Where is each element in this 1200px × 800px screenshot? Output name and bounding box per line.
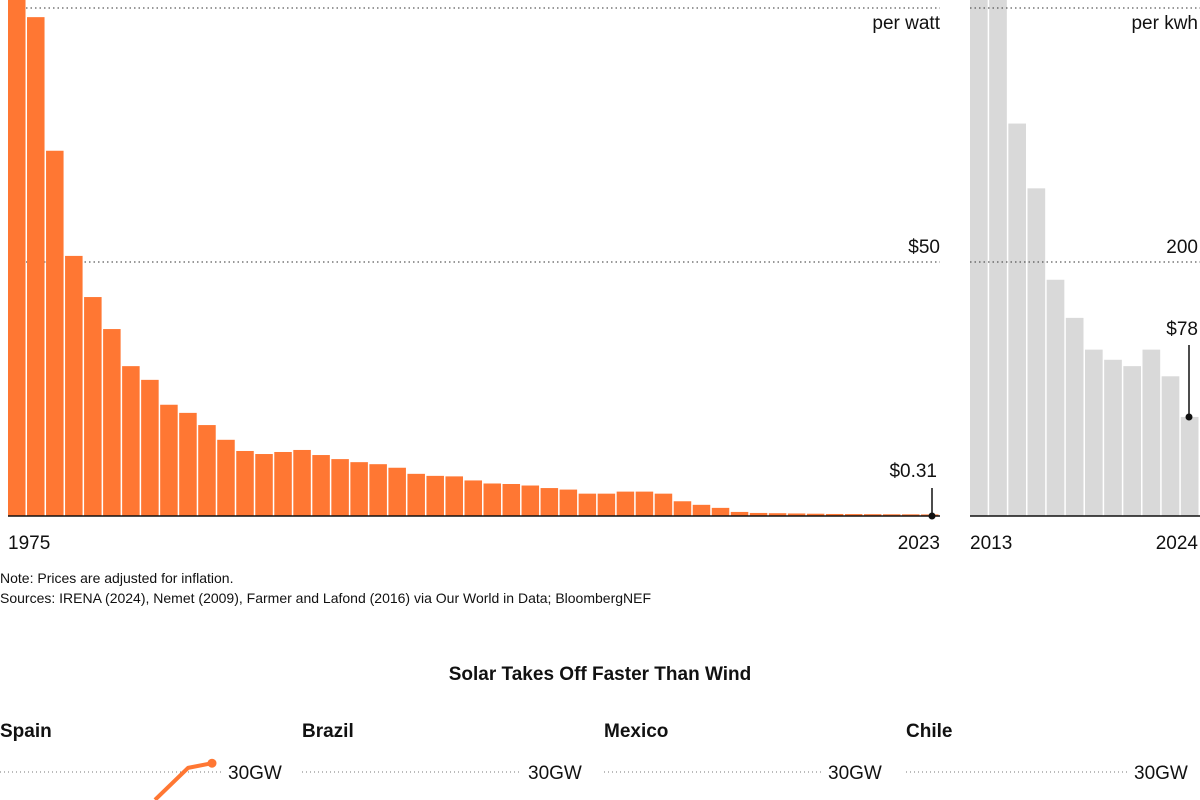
bar-1983: [160, 404, 178, 516]
battery-price-chart: per kwh 200 $78 2013 2024: [970, 0, 1200, 554]
bar-1981: [122, 366, 140, 516]
bar-2019: [844, 514, 863, 516]
bar-2017: [806, 513, 825, 516]
bar-2021: [1123, 366, 1141, 516]
sources-text: Sources: IRENA (2024), Nemet (2009), Far…: [0, 590, 651, 606]
bar-2008: [635, 491, 654, 516]
bar-2022: [901, 514, 920, 516]
bar-1980: [103, 329, 121, 516]
bar-1982: [141, 379, 159, 516]
bar-2016: [1027, 188, 1046, 516]
spain-solar-series: [153, 761, 213, 800]
bar-2015: [768, 513, 787, 516]
bar-2012: [711, 507, 730, 516]
panel-title-spain: Spain: [0, 721, 52, 742]
bar-2013: [970, 0, 988, 516]
y-unit-label: per watt: [872, 13, 940, 34]
bar-2015: [1008, 123, 1026, 516]
bar-1979: [84, 297, 102, 516]
gridline-label: 30GW: [528, 763, 582, 784]
note-text: Note: Prices are adjusted for inflation.: [0, 570, 233, 586]
bar-1995: [388, 467, 406, 516]
panel-title-chile: Chile: [906, 721, 952, 742]
bar-2009: [654, 493, 673, 516]
bar-1975: [8, 0, 26, 516]
bar-1992: [331, 459, 349, 516]
solar-bars: [8, 0, 939, 517]
bar-2014: [989, 0, 1007, 516]
y-unit-label: per kwh: [1131, 13, 1198, 34]
bar-2021: [882, 514, 901, 516]
bar-2013: [730, 511, 749, 516]
bar-1991: [312, 455, 330, 516]
bar-1978: [65, 255, 83, 517]
bar-1996: [407, 473, 425, 516]
bar-1993: [350, 462, 368, 516]
bar-2010: [673, 501, 692, 516]
battery-bars: [970, 0, 1199, 516]
bar-2020: [863, 514, 882, 516]
gridline-label: 30GW: [228, 763, 282, 784]
bar-2000: [483, 483, 502, 516]
bar-2003: [540, 488, 559, 516]
bar-1977: [46, 150, 64, 517]
panel-title-brazil: Brazil: [302, 721, 354, 742]
bar-1988: [255, 454, 273, 516]
annotation-dot: [1185, 413, 1193, 421]
bar-1984: [179, 412, 197, 516]
annotation-label: $0.31: [889, 461, 937, 482]
gridline-label: 30GW: [1134, 763, 1188, 784]
bar-1985: [198, 425, 216, 516]
y-tick-label: $50: [908, 237, 940, 258]
y-tick-label: 200: [1166, 237, 1198, 258]
panel-title-mexico: Mexico: [604, 721, 668, 742]
bar-2022: [1142, 349, 1161, 516]
bar-2018: [1065, 317, 1084, 516]
bar-2020: [1104, 359, 1122, 516]
annotation-label: $78: [1166, 319, 1198, 340]
bar-2023: [1161, 376, 1180, 516]
bar-1989: [274, 451, 292, 516]
x-tick-label: 2013: [970, 533, 1012, 554]
bar-1976: [27, 17, 45, 516]
small-multiples: Spain Brazil Mexico Chile 30GW 30GW 30GW…: [0, 721, 1188, 800]
bar-2001: [502, 483, 521, 516]
x-tick-label: 2024: [1156, 533, 1199, 554]
bar-2014: [749, 512, 768, 516]
solar-price-chart: per watt $50 $0.31 1975 2023: [8, 0, 941, 554]
bar-1998: [445, 476, 463, 516]
bar-1997: [426, 475, 444, 516]
bar-2011: [692, 504, 711, 516]
bar-2007: [616, 491, 635, 516]
bar-2006: [597, 493, 616, 516]
bar-1990: [293, 449, 311, 516]
section-title: Solar Takes Off Faster Than Wind: [449, 664, 751, 685]
bar-1999: [464, 480, 483, 516]
bar-2017: [1046, 279, 1065, 516]
annotation-dot: [928, 512, 936, 520]
spain-solar-endpoint: [207, 758, 217, 768]
bar-2005: [578, 493, 597, 516]
bar-2019: [1085, 349, 1103, 516]
bar-2016: [787, 513, 806, 516]
bar-1987: [236, 450, 254, 516]
gridline-label: 30GW: [828, 763, 882, 784]
bar-2018: [825, 513, 844, 516]
x-tick-label: 1975: [8, 533, 50, 554]
spain-solar-line: [153, 758, 217, 800]
x-tick-label: 2023: [898, 533, 940, 554]
bar-2002: [521, 485, 540, 516]
bar-1986: [217, 439, 235, 516]
bar-2024: [1180, 416, 1199, 516]
bar-1994: [369, 464, 387, 516]
bar-2004: [559, 489, 578, 516]
